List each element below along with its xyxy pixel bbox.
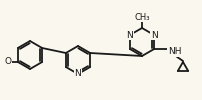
Text: N: N bbox=[126, 30, 133, 40]
Text: CH₃: CH₃ bbox=[134, 12, 149, 22]
Text: O: O bbox=[4, 57, 11, 66]
Text: N: N bbox=[74, 70, 81, 78]
Text: N: N bbox=[150, 30, 157, 40]
Text: NH: NH bbox=[167, 48, 181, 56]
